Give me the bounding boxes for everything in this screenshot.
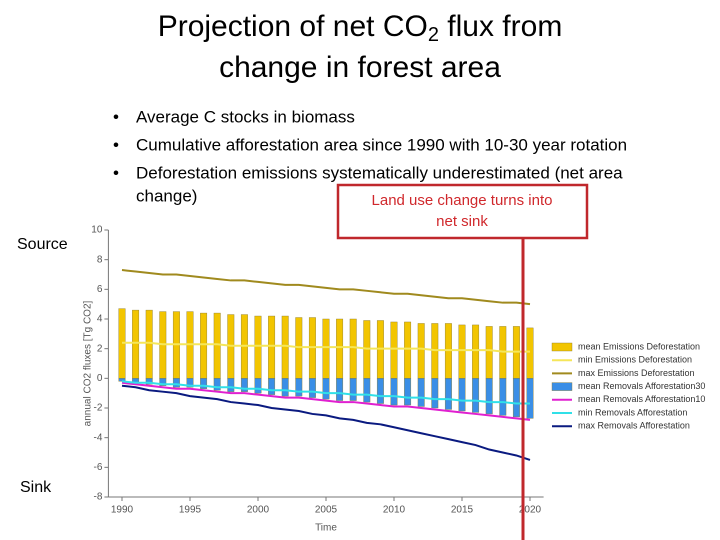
sink-label: Sink — [20, 479, 52, 496]
bar — [213, 312, 221, 379]
bar — [376, 378, 384, 404]
y-tick-label: 2 — [97, 343, 103, 354]
bar — [485, 326, 493, 379]
bar — [336, 378, 344, 401]
bar — [254, 378, 262, 394]
y-axis-label: annual CO2 fluxes [Tg CO2] — [83, 300, 94, 426]
bar — [444, 378, 452, 410]
slide-title: change in forest area — [219, 51, 501, 84]
bar — [322, 318, 330, 379]
bar — [485, 378, 493, 415]
title-text: Projection of net CO — [158, 10, 428, 43]
bar — [159, 378, 167, 386]
bar — [281, 315, 289, 379]
bar — [363, 378, 371, 403]
legend-label: mean Emissions Deforestation — [578, 341, 700, 351]
bar — [254, 315, 262, 379]
bar — [145, 378, 153, 385]
bar — [281, 378, 289, 397]
legend-label: max Removals Afforestation — [578, 421, 690, 431]
bar — [336, 318, 344, 379]
bullet-marker: • — [113, 135, 119, 154]
bar — [349, 378, 357, 401]
bullet: Average C stocks in biomass — [136, 107, 355, 126]
legend-label: mean Removals Afforestation10 — [578, 394, 705, 404]
x-tick-label: 2020 — [519, 505, 542, 516]
y-tick-label: -8 — [93, 492, 102, 503]
line-series — [121, 384, 531, 461]
line-series — [121, 269, 531, 306]
chart: -8 -6 -4 -2 0 2 4 6 8 10 1990 1995 2000 2005 2010 2015 2… — [83, 225, 706, 534]
bar — [390, 321, 398, 379]
bar — [200, 378, 208, 389]
x-tick-label: 2005 — [315, 505, 338, 516]
y-tick-label: 0 — [97, 373, 103, 384]
y-tick-label: -2 — [93, 403, 102, 414]
y-tick-label: 4 — [97, 314, 103, 325]
line-series — [121, 381, 531, 421]
legend-swatch — [551, 382, 573, 391]
bar — [417, 323, 425, 379]
y-tick-label: 6 — [97, 284, 103, 295]
bar — [268, 378, 276, 395]
y-tick-label: -6 — [93, 462, 102, 473]
bar — [213, 378, 221, 391]
bar — [458, 378, 466, 412]
legend-label: mean Removals Afforestation30 — [578, 381, 705, 391]
bar — [349, 318, 357, 379]
bar — [295, 378, 303, 397]
bar — [404, 378, 412, 406]
source-label: Source — [17, 236, 68, 253]
y-tick-label: 10 — [91, 225, 103, 236]
bar — [472, 378, 480, 413]
x-tick-label: 1995 — [179, 505, 202, 516]
title-subscript: 2 — [428, 24, 439, 46]
bar — [417, 378, 425, 407]
bar — [186, 378, 194, 388]
bar — [431, 378, 439, 409]
x-tick-label: 2010 — [383, 505, 406, 516]
bar — [132, 309, 140, 379]
bar — [499, 378, 507, 416]
bar — [200, 312, 208, 379]
bar — [526, 378, 534, 419]
bar — [172, 378, 180, 388]
x-axis-label: Time — [315, 523, 337, 534]
callout-box — [336, 183, 589, 240]
bullet: change) — [136, 186, 197, 205]
y-tick-label: -4 — [93, 432, 102, 443]
y-tick-label: 8 — [97, 254, 103, 265]
bar — [145, 309, 153, 379]
legend-label: min Removals Afforestation — [578, 407, 687, 417]
bar — [472, 324, 480, 379]
bar — [526, 327, 534, 379]
slide-title: Projection of net CO2 flux from — [158, 10, 563, 46]
bullet-list: • Average C stocks in biomass • Cumulati… — [113, 107, 627, 205]
bar — [512, 378, 520, 418]
x-tick-label: 1990 — [111, 505, 134, 516]
bar — [308, 378, 316, 398]
bar — [404, 321, 412, 379]
legend-label: max Emissions Deforestation — [578, 368, 695, 378]
legend-label: min Emissions Deforestation — [578, 355, 692, 365]
bar — [240, 378, 248, 392]
title-text: flux from — [439, 10, 562, 43]
legend-swatch — [551, 342, 573, 352]
bar — [268, 315, 276, 379]
x-tick-label: 2015 — [451, 505, 474, 516]
bar — [390, 378, 398, 406]
bar — [458, 324, 466, 379]
x-tick-label: 2000 — [247, 505, 270, 516]
bullet-marker: • — [113, 107, 119, 126]
callout-text: Land use change turns into — [372, 192, 553, 209]
bullet: Cumulative afforestation area since 1990… — [136, 135, 627, 154]
line-series — [122, 341, 530, 353]
bullet: Deforestation emissions systematically u… — [136, 163, 623, 182]
bullet-marker: • — [113, 163, 119, 182]
callout-text: net sink — [436, 213, 488, 230]
bar — [227, 378, 235, 392]
line-series — [121, 380, 530, 405]
bar — [322, 378, 330, 400]
